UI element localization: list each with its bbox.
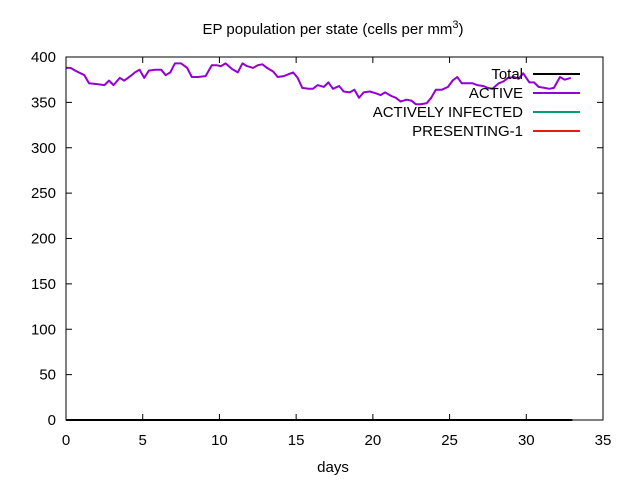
x-tick-label: 5 [139, 432, 147, 449]
legend-label-actively-infected: ACTIVELY INFECTED [373, 104, 523, 121]
x-tick-label: 30 [518, 432, 535, 449]
series-line-active [66, 62, 572, 106]
chart-title-suffix: ) [458, 21, 463, 38]
x-axis-label: days [317, 459, 349, 476]
chart-title: EP population per state (cells per mm3) [203, 19, 464, 38]
legend: Total ACTIVE ACTIVELY INFECTED PRESENTING-1 [373, 66, 580, 140]
legend-label-presenting-1: PRESENTING-1 [412, 123, 523, 140]
x-tick-label: 20 [365, 432, 382, 449]
y-tick-label: 300 [31, 140, 56, 157]
chart-title-main: EP population per state (cells per mm [203, 21, 453, 38]
chart-title-superscript: 3 [452, 19, 458, 31]
y-tick-label: 250 [31, 185, 56, 202]
x-tick-label: 0 [62, 432, 70, 449]
x-tick-label: 10 [211, 432, 228, 449]
y-tick-label: 150 [31, 276, 56, 293]
y-tick-label: 200 [31, 231, 56, 248]
x-tick-label: 15 [288, 432, 305, 449]
legend-label-total: Total [491, 66, 523, 83]
x-tick-label: 25 [441, 432, 458, 449]
y-tick-label: 50 [39, 367, 56, 384]
plot-frame [65, 56, 604, 421]
y-tick-label: 350 [31, 94, 56, 111]
x-tick-label: 35 [595, 432, 612, 449]
y-tick-label: 100 [31, 321, 56, 338]
legend-label-active: ACTIVE [469, 85, 523, 102]
y-tick-label: 0 [48, 412, 56, 429]
y-tick-label: 400 [31, 49, 56, 66]
